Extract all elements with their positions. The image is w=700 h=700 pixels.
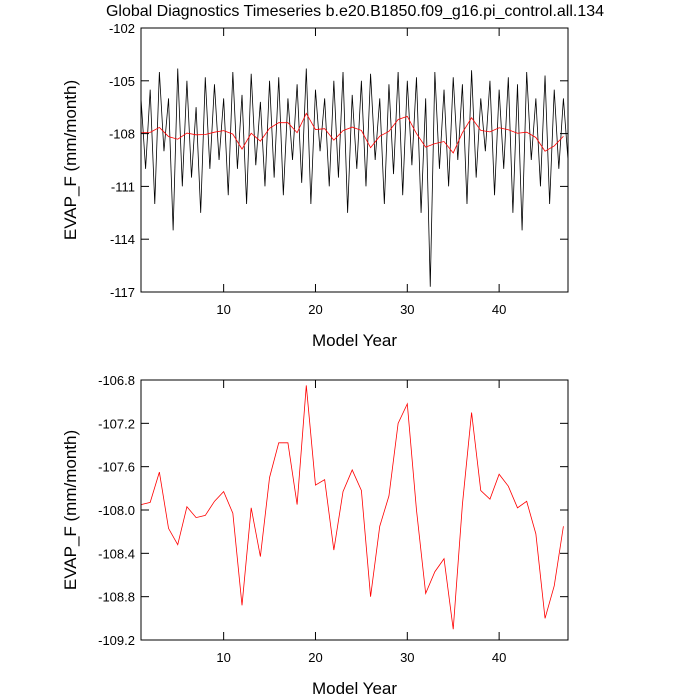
data-line [140, 385, 564, 630]
x-tick-label: 30 [400, 302, 414, 317]
x-axis-label: Model Year [312, 331, 397, 350]
x-tick-label: 10 [216, 650, 230, 665]
y-tick-label: -107.2 [98, 416, 135, 431]
y-tick-label: -106.8 [98, 373, 135, 388]
plot-frame [140, 27, 569, 293]
y-tick-label: -108.0 [98, 503, 135, 518]
y-tick-label: -107.6 [98, 460, 135, 475]
data-line [140, 112, 564, 154]
y-tick-label: -102 [109, 21, 135, 36]
x-tick-label: 30 [400, 650, 414, 665]
figure-title: Global Diagnostics Timeseries b.e20.B185… [106, 3, 604, 20]
plot-frame [140, 379, 569, 641]
y-tick-label: -111 [111, 179, 135, 194]
y-tick-label: -109.2 [98, 633, 135, 648]
y-tick-label: -105 [109, 74, 135, 89]
y-tick-label: -114 [110, 232, 135, 247]
y-tick-label: -108.4 [98, 546, 135, 561]
x-tick-label: 10 [216, 302, 230, 317]
x-tick-label: 40 [492, 302, 506, 317]
y-axis-label: EVAP_F (mm/month) [61, 430, 80, 590]
x-axis-label: Model Year [312, 679, 397, 698]
y-axis-label: EVAP_F (mm/month) [61, 80, 80, 240]
x-tick-label: 40 [492, 650, 506, 665]
y-tick-label: -108 [109, 127, 135, 142]
x-tick-label: 20 [308, 650, 322, 665]
data-line [140, 68, 569, 287]
y-tick-label: -117 [110, 285, 135, 300]
y-tick-label: -108.8 [98, 590, 135, 605]
x-tick-label: 20 [308, 302, 322, 317]
